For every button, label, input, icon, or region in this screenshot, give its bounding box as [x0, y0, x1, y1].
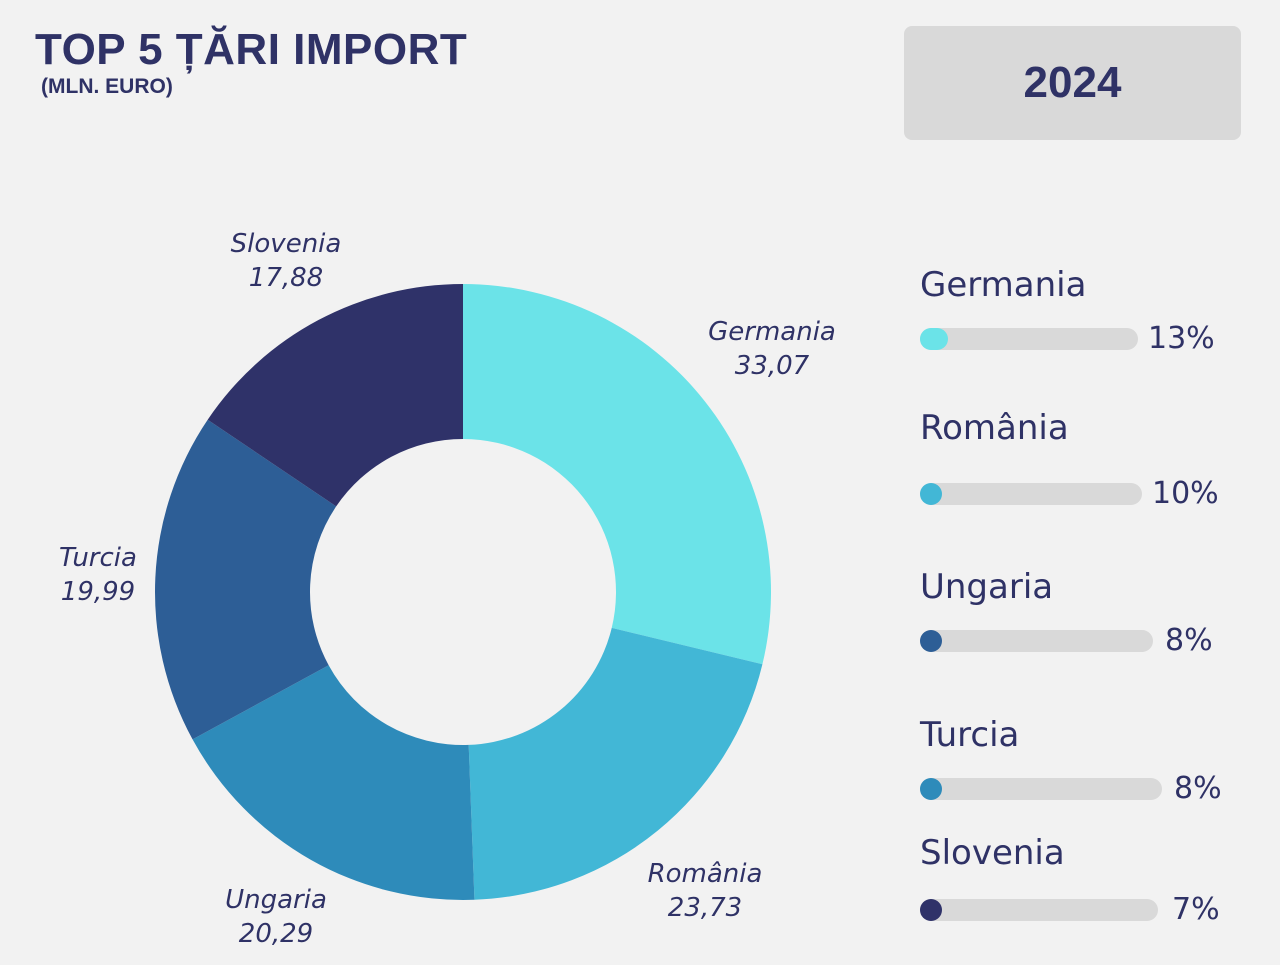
progress-fill [920, 328, 949, 350]
slice-label-value: 23,73 [668, 893, 742, 923]
donut-slice-românia [468, 627, 763, 900]
donut-slice-turcia [155, 419, 337, 740]
slice-label-name: Ungaria [225, 885, 327, 915]
progress-track [920, 778, 1162, 800]
slice-label-value: 20,29 [239, 919, 313, 949]
chart-subtitle: (MLN. EURO) [41, 75, 173, 98]
legend-percent: 7% [1172, 892, 1220, 927]
legend-name: România [920, 408, 1069, 448]
slice-label-value: 17,88 [249, 263, 323, 293]
progress-fill [920, 899, 942, 921]
legend-name: Germania [920, 265, 1087, 305]
legend-percent: 13% [1148, 321, 1215, 356]
slice-label-value: 33,07 [735, 351, 810, 381]
progress-track [920, 328, 1138, 350]
legend-name: Ungaria [920, 567, 1054, 607]
year-badge: 2024 [904, 26, 1241, 140]
progress-fill [920, 483, 943, 505]
progress-track [920, 630, 1153, 652]
legend-name: Slovenia [920, 833, 1065, 873]
legend-percent: 10% [1152, 476, 1219, 511]
donut-slice-germania [463, 284, 771, 665]
donut-chart: Germania 33,07 România 23,73 Ungaria 20,29 Tur… [59, 229, 836, 949]
slice-label-value: 19,99 [61, 577, 135, 607]
slice-label-name: Turcia [59, 543, 137, 573]
legend-name: Turcia [920, 715, 1020, 755]
progress-track [920, 483, 1142, 505]
chart-title: TOP 5 ȚĂRI IMPORT [35, 25, 468, 74]
donut-slice-ungaria [192, 665, 475, 900]
slice-label-name: Slovenia [231, 229, 342, 259]
progress-fill [920, 778, 942, 800]
slice-label-name: Germania [708, 317, 836, 347]
progress-track [920, 899, 1158, 921]
year-label: 2024 [1023, 58, 1122, 107]
progress-fill [920, 630, 942, 652]
legend-percent: 8% [1174, 771, 1222, 806]
legend-percent: 8% [1165, 623, 1213, 658]
slice-label-name: România [648, 859, 763, 889]
donut-slice-slovenia [207, 284, 463, 507]
